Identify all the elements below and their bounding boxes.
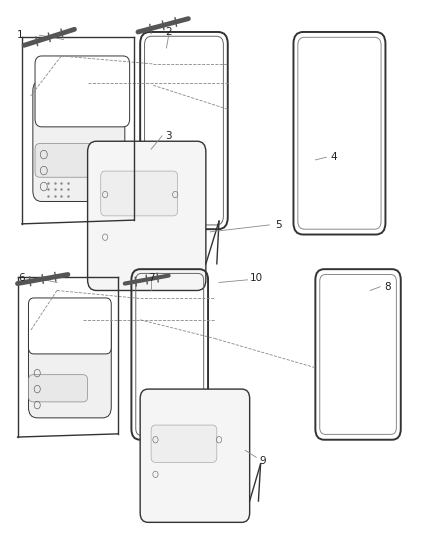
FancyBboxPatch shape (33, 80, 125, 201)
FancyBboxPatch shape (140, 389, 250, 522)
FancyBboxPatch shape (28, 375, 88, 402)
FancyBboxPatch shape (101, 171, 178, 216)
FancyBboxPatch shape (88, 141, 206, 290)
Text: 1: 1 (16, 30, 23, 39)
FancyBboxPatch shape (151, 425, 217, 462)
FancyBboxPatch shape (35, 144, 107, 177)
Text: 6: 6 (18, 273, 25, 283)
Text: 7: 7 (148, 273, 155, 283)
Text: 2: 2 (165, 27, 172, 37)
FancyBboxPatch shape (35, 56, 130, 127)
FancyBboxPatch shape (28, 298, 111, 354)
FancyBboxPatch shape (28, 314, 111, 418)
Text: 4: 4 (331, 152, 338, 162)
Text: 5: 5 (275, 220, 282, 230)
Text: 10: 10 (250, 273, 263, 283)
Text: 9: 9 (259, 456, 266, 466)
Text: 3: 3 (165, 131, 172, 141)
Text: 8: 8 (384, 282, 391, 292)
